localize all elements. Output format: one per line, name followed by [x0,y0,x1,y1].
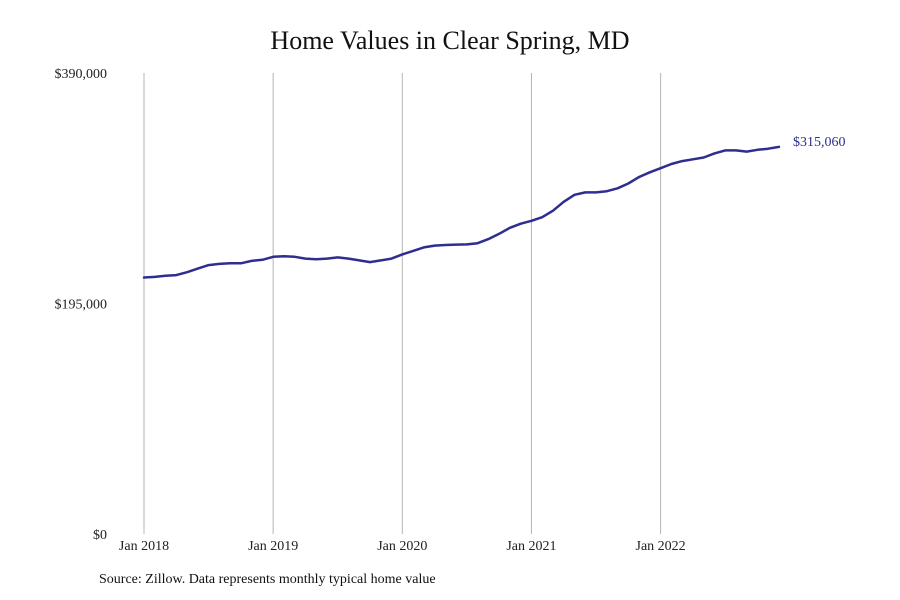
data-point [229,262,231,264]
data-point [272,256,274,258]
data-point [261,259,263,261]
y-tick-label: $0 [93,528,107,543]
y-tick-label: $390,000 [55,67,108,82]
data-point [713,152,715,154]
data-point [520,223,522,225]
data-point [595,191,597,193]
data-point [477,242,479,244]
data-point [444,244,446,246]
data-point [348,258,350,260]
data-point [681,160,683,162]
x-tick-label: Jan 2018 [119,539,169,554]
data-point [649,171,651,173]
data-point [154,276,156,278]
x-tick-label: Jan 2022 [636,539,686,554]
data-point [208,264,210,266]
data-point [218,263,220,265]
data-point [563,201,565,203]
data-point [143,277,145,279]
data-point [638,176,640,178]
data-point [531,220,533,222]
data-point [175,274,177,276]
data-point [660,167,662,169]
data-point [574,194,576,196]
data-point [466,243,468,245]
data-point [315,258,317,260]
y-tick-label: $195,000 [55,298,108,313]
data-point [552,210,554,212]
data-point [735,149,737,151]
data-point [165,275,167,277]
grid-lines [143,73,662,534]
data-point [724,149,726,151]
data-point [358,259,360,261]
chart-title: Home Values in Clear Spring, MD [270,26,630,55]
data-point [541,216,543,218]
data-point [627,183,629,185]
data-point [509,227,511,229]
data-point [283,255,285,257]
data-point [369,261,371,263]
data-point [778,146,780,148]
data-point [337,256,339,258]
data-point [584,191,586,193]
data-point [401,253,403,255]
data-point [391,258,393,260]
x-tick-label: Jan 2019 [248,539,298,554]
x-axis-ticks: Jan 2018 Jan 2019 Jan 2020 Jan 2021 Jan 2022 [119,539,686,554]
data-point [692,158,694,160]
data-point [487,238,489,240]
data-point [670,163,672,165]
data-point [380,259,382,261]
y-axis-ticks: $0 $195,000 $390,000 [55,67,108,543]
data-point [455,244,457,246]
data-point [423,246,425,248]
data-point [767,148,769,150]
data-point [240,262,242,264]
data-point [186,271,188,273]
data-point [412,250,414,252]
data-point [434,245,436,247]
data-point [606,190,608,192]
data-point [304,258,306,260]
series-layer: $315,060 [142,135,846,279]
source-note: Source: Zillow. Data represents monthly … [99,572,436,587]
data-point [757,149,759,151]
end-value-label: $315,060 [793,135,846,150]
x-tick-label: Jan 2020 [377,539,427,554]
data-point [197,268,199,270]
data-point [326,258,328,260]
data-point [251,260,253,262]
x-tick-label: Jan 2021 [506,539,556,554]
data-point [703,157,705,159]
series-line [142,145,781,279]
data-point [746,151,748,153]
data-point [617,187,619,189]
data-point [294,256,296,258]
data-point [498,233,500,235]
